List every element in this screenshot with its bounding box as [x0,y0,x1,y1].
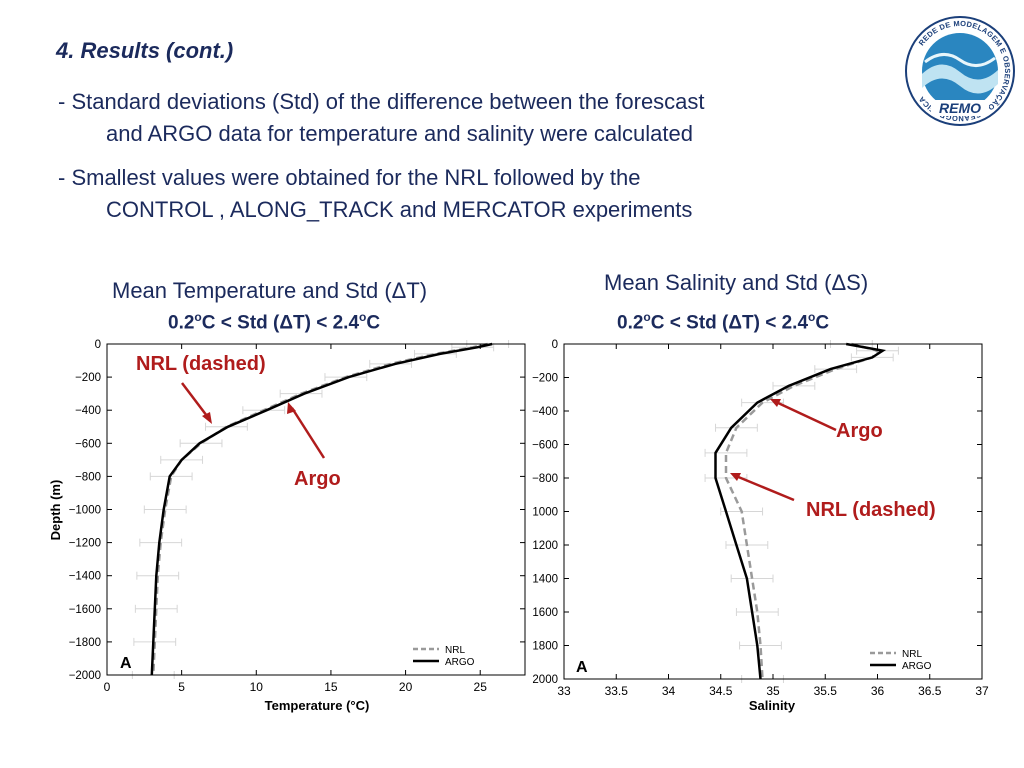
salinity-y-tick-label: 1000 [532,507,558,519]
salinity-y-tick-label: −600 [532,440,558,452]
bullet-smallest: - Smallest values were obtained for the … [58,162,692,226]
salinity-y-tick-label: −400 [532,406,558,418]
temperature-arrow-argo [290,407,326,459]
temperature-y-tick-label: −200 [75,372,101,384]
salinity-x-tick-label: 35.5 [814,684,838,698]
bullet-std: - Standard deviations (Std) of the diffe… [58,86,705,150]
temperature-y-tick-label: −1400 [69,571,101,583]
temperature-y-tick-label: −2000 [69,670,101,682]
temperature-y-tick-label: −400 [75,405,101,417]
remo-logo: REDE DE MODELAGEM E OBSERVAÇÃO OCEANOGRÁ… [905,16,1015,126]
salinity-y-tick-label: −800 [532,473,558,485]
temperature-panel-letter: A [120,655,132,672]
salinity-x-tick-label: 35 [766,684,780,698]
temperature-x-tick-label: 20 [399,680,413,694]
salinity-arrowhead-argo [770,399,781,407]
salinity-legend-label: NRL [902,649,922,660]
salinity-arrowhead-nrl [730,473,741,481]
bullet-std-line1: - Standard deviations (Std) of the diffe… [58,89,705,114]
bullet-std-line2: and ARGO data for temperature and salini… [106,121,693,146]
temperature-y-axis-label: Depth (m) [48,480,63,541]
temperature-x-axis-label: Temperature (°C) [265,698,370,713]
temperature-legend-label: ARGO [445,657,475,668]
temperature-y-tick-label: −1000 [69,505,101,517]
salinity-arrow-argo [775,400,837,432]
salinity-chart-title: Mean Salinity and Std (ΔS) [604,270,869,295]
salinity-x-tick-label: 36.5 [918,684,942,698]
temperature-annotation-nrl: NRL (dashed) [136,353,266,375]
salinity-x-tick-label: 34 [662,684,676,698]
temperature-chart-subtitle: 0.2oC < Std (ΔT) < 2.4oC [168,310,381,334]
salinity-series-argo [714,342,887,680]
salinity-x-axis-label: Salinity [749,698,796,713]
temperature-x-tick-label: 0 [104,680,111,694]
salinity-x-tick-label: 34.5 [709,684,733,698]
temperature-annotation-argo: Argo [294,468,341,490]
temperature-y-tick-label: −1600 [69,604,101,616]
salinity-x-tick-label: 37 [975,684,989,698]
salinity-x-tick-label: 36 [871,684,885,698]
salinity-chart-subtitle: 0.2oC < Std (ΔT) < 2.4oC [617,310,830,334]
salinity-y-tick-label: −200 [532,373,558,385]
temperature-y-tick-label: −600 [75,438,101,450]
slide-title: 4. Results (cont.) [56,38,234,63]
temperature-x-tick-label: 25 [474,680,488,694]
logo-name: REMO [939,100,981,116]
temperature-y-tick-label: 0 [95,339,101,351]
bullet-smallest-line1: - Smallest values were obtained for the … [58,165,641,190]
temperature-y-tick-label: −800 [75,471,101,483]
bullet-smallest-line2: CONTROL , ALONG_TRACK and MERCATOR exper… [106,197,693,222]
salinity-x-tick-label: 33.5 [605,684,629,698]
temperature-x-tick-label: 10 [250,680,264,694]
salinity-y-tick-label: 1400 [532,574,558,586]
temperature-chart-title: Mean Temperature and Std (ΔT) [112,278,428,303]
salinity-y-tick-label: 1200 [532,540,558,552]
salinity-arrow-nrl [735,474,795,502]
salinity-y-tick-label: 2000 [532,674,558,686]
temperature-arrow-nrl [181,382,211,421]
salinity-y-tick-label: 1600 [532,607,558,619]
temperature-legend-label: NRL [445,645,465,656]
temperature-series-argo [150,342,493,676]
salinity-annotation-argo: Argo [836,420,883,442]
temperature-y-tick-label: −1800 [69,637,101,649]
temperature-x-tick-label: 5 [178,680,185,694]
salinity-x-tick-label: 33 [557,684,571,698]
salinity-panel-letter: A [576,659,588,676]
temperature-x-tick-label: 15 [324,680,338,694]
temperature-y-tick-label: −1200 [69,538,101,550]
salinity-annotation-nrl: NRL (dashed) [806,499,936,521]
salinity-y-tick-label: 1800 [532,641,558,653]
temperature-arrowhead-nrl [202,412,212,424]
temperature-arrowhead-argo [287,402,296,414]
salinity-legend-label: ARGO [902,661,932,672]
salinity-y-tick-label: 0 [552,339,558,351]
